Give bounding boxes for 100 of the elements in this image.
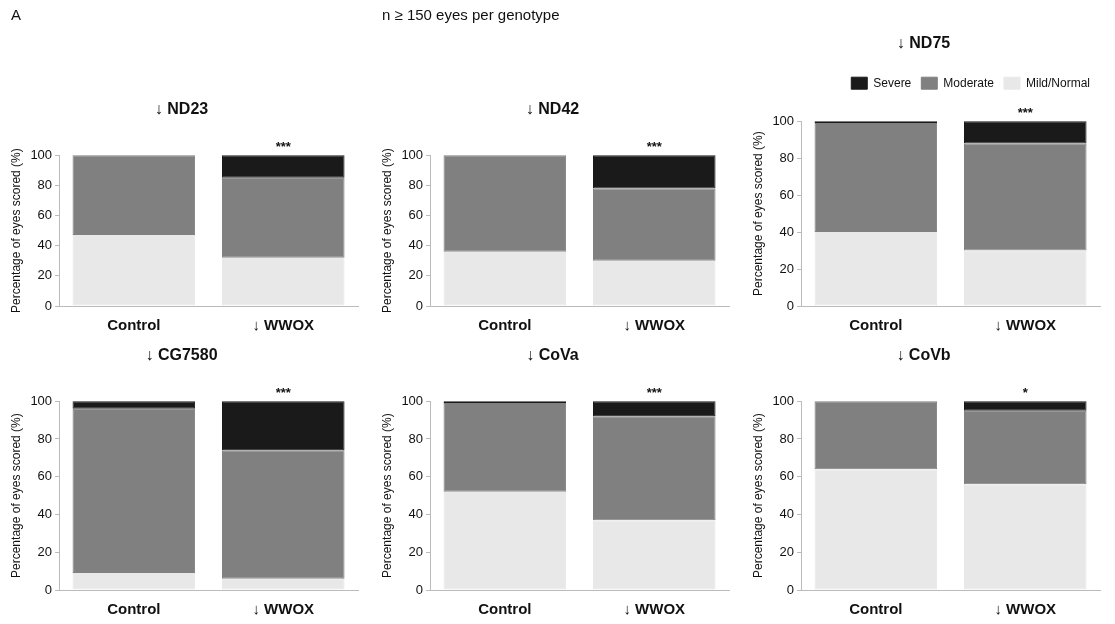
- bar: [443, 403, 567, 492]
- bar: [72, 235, 196, 306]
- y-tick-label: 0: [415, 297, 424, 313]
- bar: [814, 469, 938, 590]
- bar: [593, 155, 716, 189]
- chart-title: ↓ ND75: [896, 34, 951, 52]
- bar: [593, 260, 716, 306]
- y-tick-label: 20: [37, 543, 53, 559]
- chart-title: ↓ ND23: [154, 100, 209, 118]
- y-tick-label: 0: [44, 581, 53, 597]
- text: A: [11, 5, 22, 23]
- bar: [222, 155, 345, 178]
- bar: [593, 188, 716, 261]
- legend-label: Severe: [873, 75, 912, 90]
- y-tick-label: 100: [30, 392, 53, 408]
- bar: [964, 250, 1087, 306]
- y-tick-label: 80: [408, 176, 424, 192]
- bar: [222, 450, 345, 579]
- y-tick-label: 0: [44, 297, 53, 313]
- y-tick-label: 60: [37, 468, 53, 484]
- y-tick-label: 100: [772, 392, 795, 408]
- y-axis-title: Percentage of eyes scored (%): [750, 413, 765, 578]
- bar: [593, 416, 716, 521]
- y-tick-label: 80: [408, 430, 424, 446]
- y-tick-label: 100: [401, 392, 424, 408]
- bar: [814, 123, 938, 233]
- y-tick-label: 40: [408, 506, 424, 522]
- bar: [593, 401, 716, 417]
- y-tick-label: 80: [37, 430, 53, 446]
- bar: [72, 573, 196, 590]
- annotation: *: [1022, 385, 1029, 401]
- y-tick-label: 60: [408, 468, 424, 484]
- y-tick-label: 100: [401, 146, 424, 162]
- bar: [443, 251, 567, 306]
- x-tick-label: Control: [107, 316, 161, 334]
- y-tick-label: 60: [779, 186, 795, 202]
- y-axis-title: Percentage of eyes scored (%): [8, 148, 23, 313]
- y-tick-label: 60: [408, 207, 424, 223]
- x-tick-label: ↓ WWOX: [994, 600, 1057, 618]
- x-tick-label: ↓ WWOX: [252, 600, 315, 618]
- x-tick-label: ↓ WWOX: [994, 316, 1057, 334]
- annotation: ***: [646, 139, 663, 155]
- y-tick-label: 100: [772, 112, 795, 128]
- y-tick-label: 20: [408, 267, 424, 283]
- y-axis-title: Percentage of eyes scored (%): [750, 131, 765, 296]
- y-tick-label: 40: [408, 237, 424, 253]
- chart-title: ↓ CG7580: [145, 346, 218, 364]
- y-tick-label: 60: [779, 468, 795, 484]
- legend-label: Mild/Normal: [1025, 75, 1091, 90]
- y-tick-label: 100: [30, 146, 53, 162]
- bar: [593, 520, 716, 590]
- x-tick-label: ↓ WWOX: [623, 316, 686, 334]
- y-axis-title: Percentage of eyes scored (%): [379, 413, 394, 578]
- y-tick-label: 40: [779, 223, 795, 239]
- bar: [72, 408, 196, 574]
- bar: [443, 155, 567, 252]
- chart-title: ↓ CoVb: [896, 346, 951, 364]
- bar: [222, 578, 345, 590]
- bar: [964, 410, 1087, 485]
- y-tick-label: 20: [779, 543, 795, 559]
- y-tick-label: 40: [37, 506, 53, 522]
- x-tick-label: Control: [478, 600, 532, 618]
- x-tick-label: ↓ WWOX: [252, 316, 315, 334]
- y-tick-label: 80: [779, 430, 795, 446]
- y-tick-label: 80: [37, 176, 53, 192]
- bar: [964, 484, 1087, 590]
- y-axis-title: Percentage of eyes scored (%): [8, 413, 23, 578]
- y-tick-label: 80: [779, 149, 795, 165]
- annotation: ***: [646, 385, 663, 401]
- y-tick-label: 40: [37, 237, 53, 253]
- bar: [222, 257, 345, 306]
- x-tick-label: Control: [478, 316, 532, 334]
- bar: [964, 121, 1087, 144]
- bar: [814, 401, 938, 470]
- annotation: ***: [275, 385, 292, 401]
- x-tick-label: Control: [107, 600, 161, 618]
- legend-label: Moderate: [943, 75, 995, 90]
- bar: [443, 491, 567, 590]
- x-tick-label: Control: [849, 600, 903, 618]
- y-tick-label: 0: [415, 581, 424, 597]
- bar: [222, 401, 345, 451]
- annotation: ***: [1017, 105, 1034, 121]
- bar: [814, 232, 938, 306]
- chart-title: ↓ ND42: [525, 100, 580, 118]
- y-tick-label: 0: [786, 297, 795, 313]
- y-tick-label: 20: [37, 267, 53, 283]
- chart-title: ↓ CoVa: [526, 346, 579, 364]
- y-tick-label: 20: [779, 260, 795, 276]
- bar: [222, 177, 345, 258]
- bar: [72, 401, 196, 409]
- x-tick-label: ↓ WWOX: [623, 600, 686, 618]
- y-tick-label: 40: [779, 506, 795, 522]
- bar: [72, 155, 196, 236]
- text: n ≥ 150 eyes per genotype: [382, 5, 560, 23]
- y-tick-label: 0: [786, 581, 795, 597]
- y-tick-label: 60: [37, 207, 53, 223]
- bar: [964, 401, 1087, 411]
- annotation: ***: [275, 139, 292, 155]
- y-tick-label: 20: [408, 543, 424, 559]
- y-axis-title: Percentage of eyes scored (%): [379, 148, 394, 313]
